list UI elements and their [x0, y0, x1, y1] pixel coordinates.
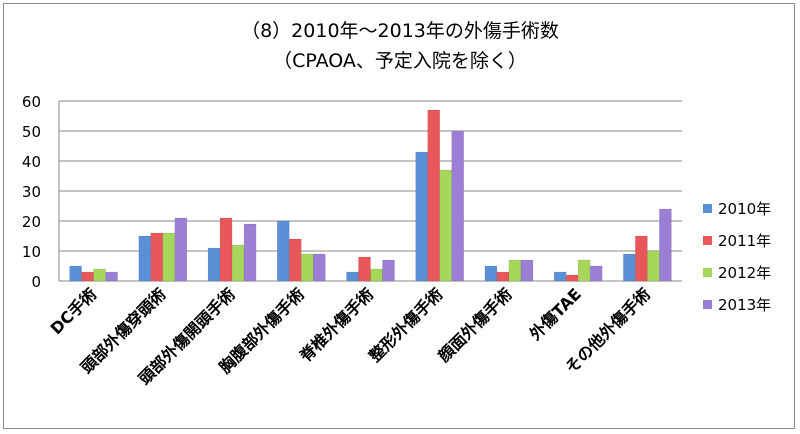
bar: [313, 253, 326, 282]
bar: [451, 130, 464, 282]
legend-label: 2012年: [718, 263, 772, 282]
bar: [289, 238, 302, 282]
bar: [358, 256, 371, 282]
bar: [415, 151, 428, 282]
bar: [427, 109, 440, 282]
legend-swatch: [703, 235, 712, 245]
bar: [301, 253, 314, 282]
chart-title: （8）2010年～2013年の外傷手術数: [241, 20, 559, 42]
legend-swatch: [703, 299, 712, 309]
x-tick-label: 外傷TAE: [525, 284, 585, 344]
bar: [635, 235, 648, 282]
bar: [150, 232, 164, 282]
bar: [174, 217, 188, 282]
legend-label: 2013年: [718, 295, 772, 314]
y-tick-label: 30: [22, 183, 41, 201]
y-tick-label: 0: [31, 273, 41, 291]
bar: [589, 265, 603, 282]
bar: [162, 232, 176, 282]
bar: [659, 208, 672, 282]
legend-swatch: [703, 203, 712, 213]
bar: [370, 268, 383, 282]
bar: [277, 220, 290, 282]
bar: [520, 259, 534, 282]
y-tick-label: 40: [22, 153, 41, 171]
bar: [243, 223, 257, 282]
bar: [382, 259, 395, 282]
legend-item: 2013年: [703, 288, 795, 320]
bar: [69, 265, 82, 282]
y-tick-label: 60: [22, 93, 41, 111]
legend-label: 2010年: [718, 199, 772, 218]
bar: [484, 265, 498, 282]
chart-subtitle: （CPAOA、予定入院を除く）: [273, 50, 527, 72]
legend-label: 2011年: [718, 231, 772, 250]
y-tick-label: 50: [22, 123, 41, 141]
legend-swatch: [703, 267, 712, 277]
bar: [647, 250, 660, 282]
legend-item: 2010年: [703, 192, 795, 224]
bar: [553, 271, 567, 282]
bar: [138, 235, 152, 282]
y-tick-label: 20: [22, 213, 41, 231]
bar: [508, 259, 522, 282]
bar: [105, 271, 118, 282]
legend-item: 2012年: [703, 256, 795, 288]
chart-legend: 2010年 2011年 2012年 2013年: [703, 192, 795, 320]
bar: [207, 247, 221, 282]
bar: [93, 268, 106, 282]
bar: [496, 271, 510, 282]
legend-item: 2011年: [703, 224, 795, 256]
bar: [577, 259, 591, 282]
bar: [439, 169, 452, 282]
x-tick-label: 脊椎外傷手術: [295, 284, 377, 366]
bar: [81, 271, 94, 282]
x-tick-label: 顔面外傷手術: [434, 284, 516, 366]
bar: [623, 253, 636, 282]
y-tick-label: 10: [22, 243, 41, 261]
x-tick-label: 整形外傷手術: [365, 284, 447, 366]
bar: [346, 271, 359, 282]
bar: [565, 274, 579, 282]
bar: [219, 217, 233, 282]
bar: [231, 244, 245, 282]
x-tick-label: DC手術: [47, 284, 101, 338]
